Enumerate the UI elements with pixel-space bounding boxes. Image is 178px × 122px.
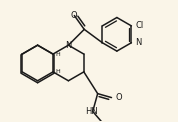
Text: HN: HN bbox=[85, 107, 98, 116]
Text: N: N bbox=[135, 38, 142, 47]
Text: O: O bbox=[70, 11, 77, 20]
Text: N: N bbox=[65, 41, 72, 50]
Text: H: H bbox=[55, 69, 60, 74]
Text: H: H bbox=[55, 52, 60, 57]
Text: Cl: Cl bbox=[135, 21, 144, 30]
Text: O: O bbox=[116, 93, 122, 102]
